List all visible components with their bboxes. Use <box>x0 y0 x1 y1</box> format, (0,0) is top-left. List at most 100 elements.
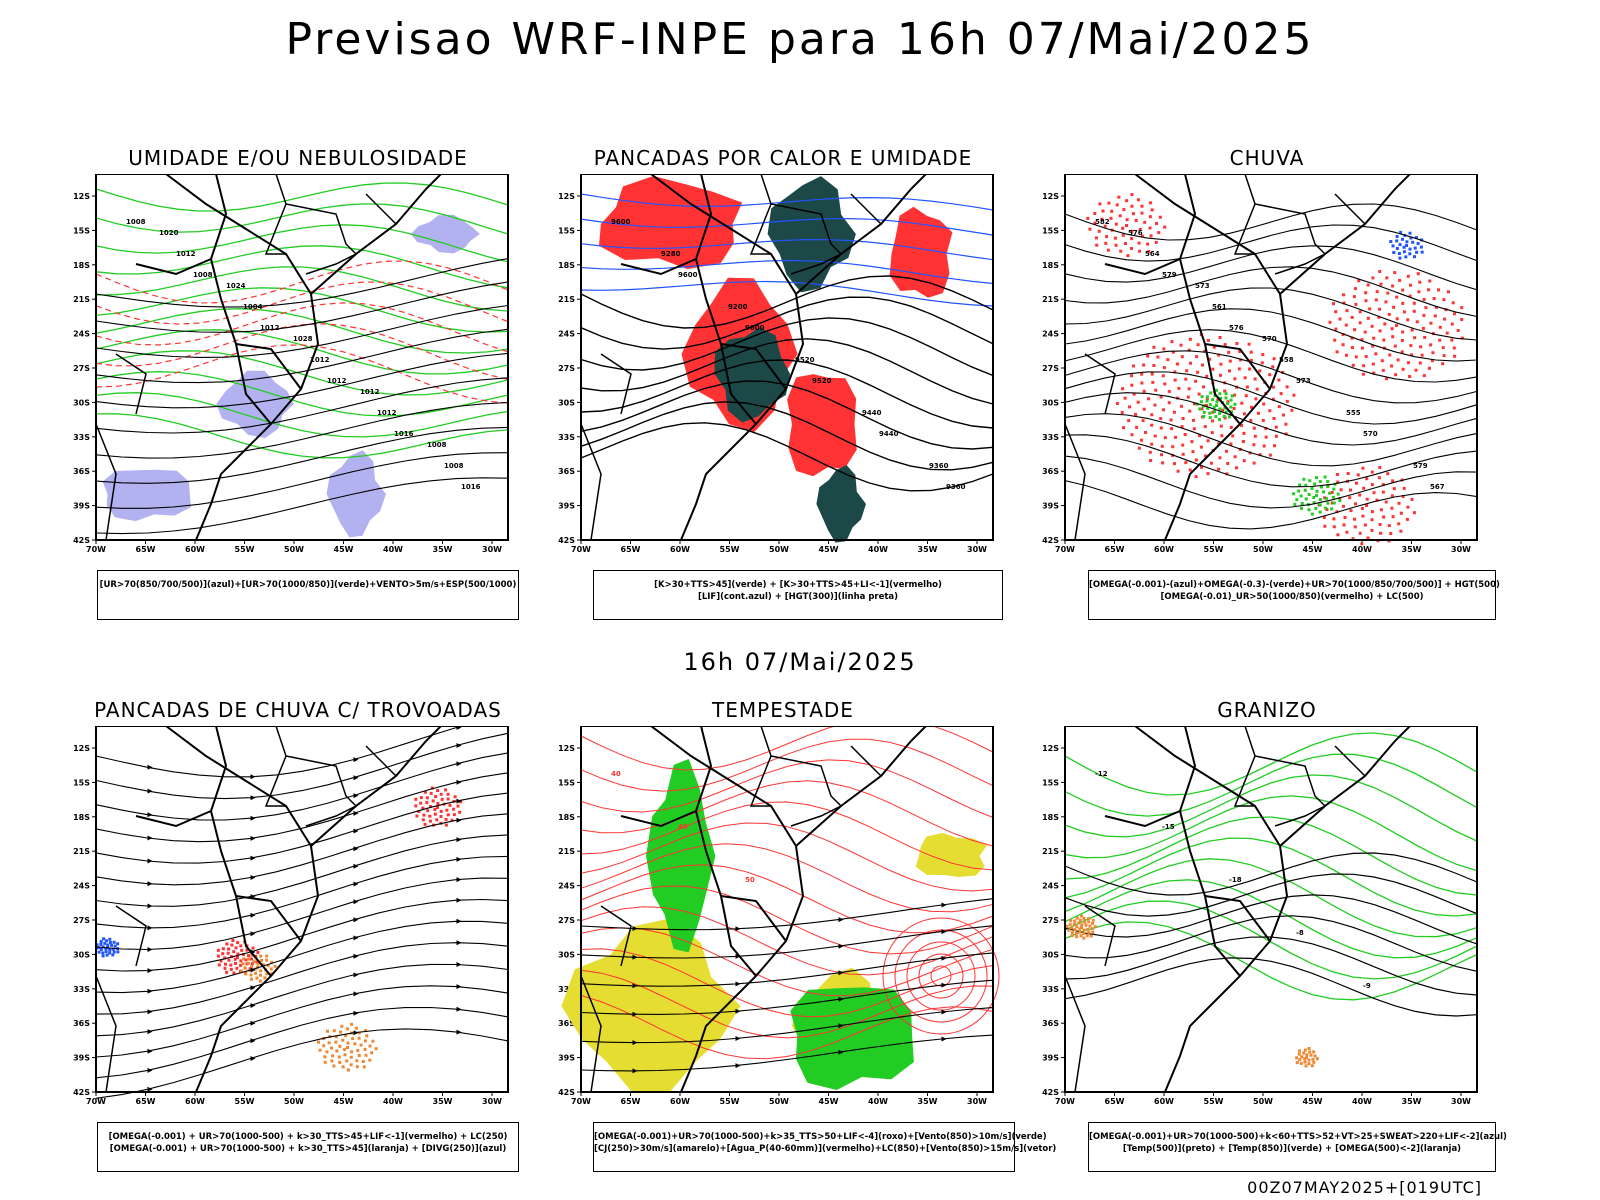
rain-speckle-red <box>1272 417 1276 420</box>
rain-speckle-red <box>1206 338 1210 342</box>
state-border <box>264 203 287 255</box>
flow-arrow <box>735 1008 741 1014</box>
rain-speckle-red <box>1399 511 1403 515</box>
rain-speckle-red <box>1406 274 1410 278</box>
storm-speckle-red <box>229 967 233 971</box>
rain-speckle-red <box>1186 395 1190 399</box>
rain-speckle-red <box>1390 494 1394 498</box>
storm-speckle-red <box>453 795 457 799</box>
storm-speckle-orange <box>359 1043 363 1047</box>
legend-pancadas-calor: [K>30+TTS>45](verde) + [K>30+TTS>45+LI<-… <box>593 570 1003 620</box>
rain-speckle-red <box>1361 372 1365 376</box>
rain-speckle-red <box>1245 385 1249 389</box>
contour-line <box>580 338 994 405</box>
lon-label: 50W <box>1253 1097 1273 1106</box>
rain-speckle-red <box>1159 395 1163 399</box>
rain-speckle-red <box>1397 501 1401 505</box>
rain-speckle-red <box>1253 434 1257 438</box>
rain-speckle-red <box>1351 363 1355 367</box>
rain-speckle-red <box>1183 433 1187 436</box>
coastline <box>650 726 805 1093</box>
rain-speckle-green <box>1224 392 1228 396</box>
contour-line <box>1064 732 1478 796</box>
storm-speckle-orange <box>357 1031 361 1035</box>
storm-speckle-red <box>241 953 245 956</box>
flow-arrow <box>456 779 462 785</box>
contour-line <box>580 359 994 429</box>
rain-speckle-blue <box>1408 252 1412 256</box>
rain-speckle-red <box>1128 405 1131 409</box>
rain-speckle-red <box>1249 419 1253 422</box>
rain-speckle-red <box>1157 231 1161 235</box>
rain-speckle-red <box>1161 461 1165 465</box>
omega-speckle-orange <box>1303 1060 1307 1064</box>
storm-speckle-red <box>436 806 439 809</box>
omega-speckle-orange <box>1313 1054 1317 1058</box>
storm-speckle-red <box>450 818 454 822</box>
rain-speckle-green <box>1215 400 1219 404</box>
rain-speckle-red <box>1338 497 1342 501</box>
rain-speckle-red <box>1453 354 1457 358</box>
state-border <box>1274 253 1326 275</box>
state-border <box>1244 726 1326 807</box>
lon-label: 60W <box>1154 1097 1174 1106</box>
streamline <box>95 726 464 778</box>
contour-label: 40 <box>611 770 621 778</box>
rain-speckle-red <box>1106 248 1110 252</box>
contour-line <box>580 948 994 1018</box>
streamline <box>95 352 509 409</box>
rain-speckle-red <box>1351 537 1355 541</box>
rain-speckle-red <box>1172 410 1176 414</box>
storm-speckle-orange <box>263 976 267 980</box>
omega-speckle-orange <box>1093 925 1097 929</box>
storm-speckle-orange <box>341 1038 345 1042</box>
storm-speckle-orange <box>317 1040 320 1044</box>
flow-arrow <box>353 1030 359 1036</box>
omega-speckle-orange <box>1072 922 1076 926</box>
border-line <box>235 343 272 425</box>
divergence-speckle-blue <box>103 941 107 945</box>
contour-label: 9440 <box>862 409 882 417</box>
rain-speckle-red <box>1363 330 1367 334</box>
rain-speckle-red <box>1386 291 1390 295</box>
omega-speckle-orange <box>1069 919 1073 923</box>
streamline <box>95 772 509 843</box>
border-line <box>720 895 787 942</box>
storm-speckle-orange <box>243 966 247 970</box>
lat-label: 36S <box>73 467 90 476</box>
storm-speckle-red <box>225 942 229 946</box>
jet-area-yellow <box>915 832 987 877</box>
rain-speckle-red <box>1257 411 1260 415</box>
coastline-chile <box>115 905 147 967</box>
lon-label: 50W <box>284 1097 304 1106</box>
contour-label: -8 <box>1296 929 1304 937</box>
flow-arrow <box>456 897 462 903</box>
coastline-chile <box>580 975 602 1093</box>
pressure-ring <box>918 953 964 999</box>
rain-speckle-red <box>1147 397 1151 401</box>
lat-label: 30S <box>73 398 90 407</box>
lon-label: 40W <box>868 1097 888 1106</box>
rain-speckle-red <box>1335 350 1339 354</box>
contour-line <box>95 224 509 263</box>
flow-arrow <box>838 1023 844 1029</box>
contour-label: 555 <box>1346 409 1361 417</box>
omega-speckle-orange <box>1305 1056 1308 1059</box>
lat-label: 15S <box>558 226 575 235</box>
rain-speckle-red <box>1130 229 1134 233</box>
flow-arrow <box>353 881 359 887</box>
lat-label: 21S <box>73 295 90 304</box>
rain-speckle-red <box>1378 270 1382 273</box>
rain-speckle-red <box>1290 408 1294 412</box>
rain-speckle-green <box>1218 392 1222 396</box>
streamline <box>95 426 509 484</box>
storm-speckle-orange <box>249 973 253 977</box>
legend-trovoadas: [OMEGA(-0.001) + UR>70(1000-500) + k>30_… <box>97 1122 519 1172</box>
storm-speckle-red <box>248 967 252 971</box>
rain-speckle-red <box>1354 302 1358 306</box>
rain-speckle-red <box>1174 435 1177 439</box>
flow-arrow <box>456 940 462 946</box>
rain-speckle-red <box>1334 310 1338 314</box>
state-border <box>264 755 287 807</box>
storm-speckle-red <box>446 792 450 796</box>
